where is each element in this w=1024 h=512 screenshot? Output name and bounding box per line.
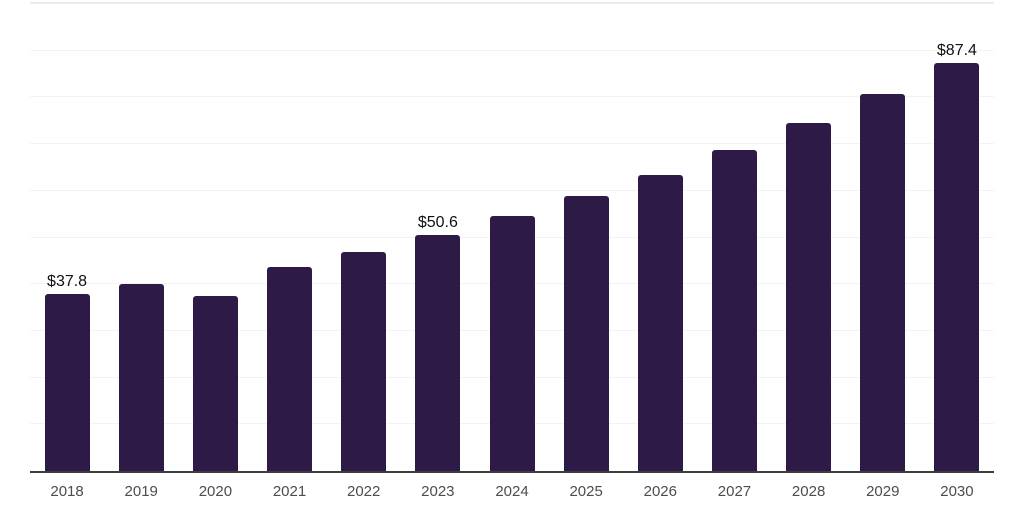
bar-2027[interactable] [711,150,757,471]
bar-value-label-2018: $37.8 [47,273,88,291]
bar-2028[interactable] [786,123,832,471]
bar-2029[interactable] [860,94,906,471]
bar-2021[interactable] [267,266,313,471]
gridline-60 [30,189,994,191]
bar-2020[interactable] [192,295,238,471]
gridline-90 [30,49,994,51]
x-tick-label-2027: 2027 [717,483,752,500]
bar-value-label-2023: $50.6 [417,213,458,231]
bar-2023[interactable]: $50.6 [415,214,461,471]
x-tick-label-2023: 2023 [421,483,455,500]
gridline-70 [30,143,994,145]
x-tick-label-2020: 2020 [198,483,233,500]
x-tick-label-2022: 2022 [347,483,381,500]
x-tick-label-2029: 2029 [866,483,900,500]
x-tick-label-2028: 2028 [791,483,826,500]
bar-2025[interactable] [563,195,609,471]
bar-value-label-2030: $87.4 [936,41,977,59]
x-tick-label-2024: 2024 [495,483,529,500]
x-axis-tick-labels: 2018 2019 2020 2021 2022 2023 2024 2025 2026 2027… [0,483,1024,505]
x-tick-label-2019: 2019 [124,483,158,500]
x-tick-label-2021: 2021 [272,483,307,500]
x-tick-label-2026: 2026 [643,483,677,500]
bar-2030[interactable]: $87.4 [934,42,980,471]
bar-2019[interactable] [118,283,164,471]
gridline-80 [30,96,994,98]
x-tick-label-2030: 2030 [940,483,974,500]
plot-area: $37.8 $50.6 $87.4 [30,2,994,473]
x-tick-label-2018: 2018 [50,483,84,500]
bar-2022[interactable] [341,251,387,471]
x-tick-label-2025: 2025 [569,483,603,500]
bar-2024[interactable] [489,216,535,471]
bar-2026[interactable] [637,174,683,471]
bar-2018[interactable]: $37.8 [44,274,90,471]
